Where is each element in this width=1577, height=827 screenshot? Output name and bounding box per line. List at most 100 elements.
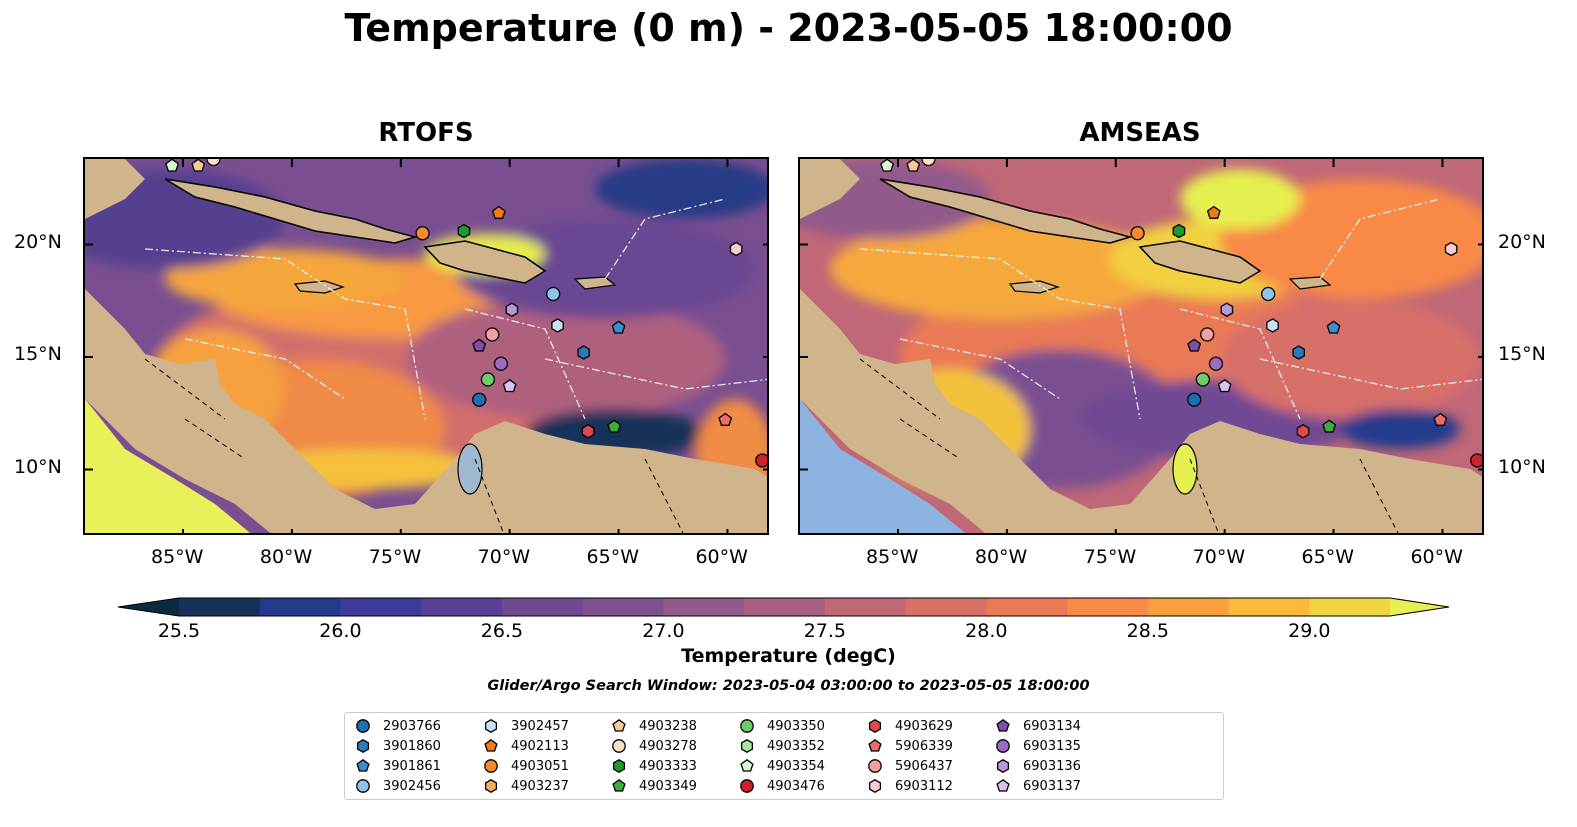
legend-marker-3901860 [356,739,370,753]
float-marker-3902457 [551,318,564,333]
lon-tick-label: 70°W [477,546,531,568]
hexagon-marker-icon [484,779,498,793]
pentagon-marker-icon [356,758,370,772]
lat-tick-label-right: 10°N [1498,455,1546,478]
colorbar-segment [1147,598,1230,616]
legend-marker-4903352 [740,739,754,753]
float-marker-4902113 [491,205,506,219]
float-marker-4903278 [206,159,221,167]
map-canvas-amseas [800,159,1482,533]
hexagon-marker-icon [996,759,1010,773]
float-marker-2903766 [1187,392,1202,407]
legend-item-4903237: 4903237 [483,776,569,796]
legend-marker-6903112 [868,779,882,793]
legend-label: 4903476 [767,778,825,794]
map-canvas-rtofs [85,159,767,533]
hexagon-marker-icon [484,719,498,733]
lat-tick-label-left: 15°N [14,343,62,365]
float-legend: 2903766 3901860 3901861 3902456 3902457 49021… [344,712,1224,800]
float-marker-4903350 [480,372,496,387]
legend-label: 3902457 [511,718,569,734]
float-marker-4903238 [191,159,206,172]
lon-tick-label: 75°W [368,546,422,568]
pentagon-marker-icon [484,738,498,752]
legend-label: 2903766 [383,718,441,734]
float-marker-6903137 [502,379,517,393]
circle-marker-icon [484,759,498,773]
float-marker-2903766 [472,392,487,407]
legend-marker-6903135 [996,739,1010,753]
lon-tick-label: 70°W [1192,546,1246,568]
float-marker-6903135 [493,356,509,371]
legend-marker-3902457 [484,719,498,733]
colorbar-segment [421,598,503,616]
colorbar-tick-label: 27.5 [803,620,847,642]
legend-label: 6903112 [895,778,953,794]
colorbar-extend-low [118,598,179,616]
legend-label: 4902113 [511,738,569,754]
legend-item-5906437: 5906437 [867,756,953,776]
legend-item-4903278: 4903278 [611,736,697,756]
legend-marker-4903476 [740,779,754,793]
legend-item-6903137: 6903137 [995,776,1081,796]
colorbar-segment [905,598,987,616]
legend-marker-4903350 [740,719,754,733]
circle-marker-icon [740,779,754,793]
float-marker-3901860 [1292,345,1305,360]
legend-marker-4903051 [484,759,498,773]
legend-label: 6903135 [1023,738,1081,754]
float-marker-4903333 [457,223,471,239]
circle-marker-icon [356,719,370,733]
float-marker-6903136 [505,302,519,317]
float-marker-4903354 [880,159,895,172]
legend-item-4903349: 4903349 [611,776,697,796]
legend-item-4903051: 4903051 [483,756,569,776]
float-marker-3901860 [577,345,590,360]
panel-title-amseas: AMSEAS [1079,118,1201,148]
pentagon-marker-icon [868,738,882,752]
float-marker-5906437 [1200,327,1215,342]
pentagon-marker-icon [996,778,1010,792]
legend-marker-3902456 [356,779,370,793]
pentagon-marker-icon [996,718,1010,732]
colorbar-tick-label: 26.5 [480,620,524,642]
legend-label: 4903352 [767,738,825,754]
lon-tick-label: 60°W [695,546,748,568]
float-marker-6903134 [1187,338,1202,352]
legend-label: 4903629 [895,718,953,734]
legend-label: 4903237 [511,778,569,794]
lon-tick-label: 80°W [974,546,1028,568]
colorbar-tick-label: 27.0 [642,620,685,642]
legend-marker-6903134 [996,718,1010,732]
pentagon-marker-icon [740,758,754,772]
float-marker-4903278 [921,159,936,167]
legend-item-4903629: 4903629 [867,716,953,736]
legend-label: 4903350 [767,718,825,734]
legend-item-4903352: 4903352 [739,736,825,756]
map-panel-amseas [798,157,1484,535]
legend-item-4903354: 4903354 [739,756,825,776]
lat-tick-label-left: 20°N [14,230,62,253]
float-marker-6903137 [1217,379,1232,393]
legend-label: 3901860 [383,738,441,754]
float-marker-6903136 [1220,302,1234,317]
float-marker-4903349 [607,419,622,433]
float-marker-5906339 [718,412,733,426]
float-marker-4903629 [581,424,595,439]
legend-label: 5906339 [895,738,953,754]
float-marker-6903112 [1444,241,1458,257]
legend-item-6903135: 6903135 [995,736,1081,756]
float-marker-6903135 [1208,356,1224,371]
colorbar-segment [340,598,422,616]
colorbar-tick-label: 26.0 [319,620,362,642]
legend-label: 4903354 [767,758,825,774]
legend-label: 5906437 [895,758,953,774]
pentagon-marker-icon [612,778,626,792]
panel-title-rtofs: RTOFS [378,118,474,148]
circle-marker-icon [612,739,626,753]
legend-item-4903238: 4903238 [611,716,697,736]
legend-item-3902457: 3902457 [483,716,569,736]
float-marker-4903629 [1296,424,1310,439]
legend-label: 4903238 [639,718,697,734]
colorbar-segment [582,598,664,616]
